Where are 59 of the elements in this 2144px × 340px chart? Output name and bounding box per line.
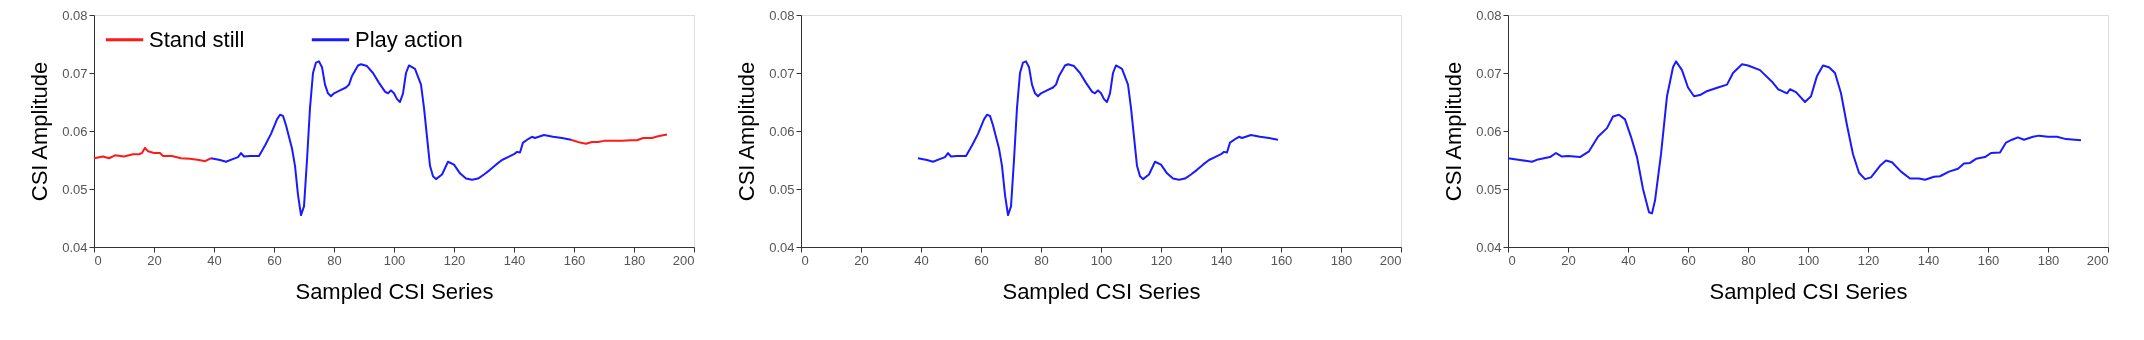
x-tick-label: 100 <box>1797 252 1820 268</box>
x-tick-label: 80 <box>1741 252 1756 268</box>
x-tick-label: 80 <box>1034 252 1049 268</box>
y-tick-label: 0.05 <box>1476 181 1502 197</box>
y-tick-label: 0.06 <box>1476 123 1502 139</box>
y-axis-title: CSI Amplitude <box>27 61 53 202</box>
x-tick-label: 200 <box>2086 252 2109 268</box>
x-tick-label: 180 <box>1330 252 1353 268</box>
x-tick-label: 180 <box>2037 252 2060 268</box>
x-tick-label: 20 <box>147 252 162 268</box>
x-tick-label: 40 <box>1621 252 1636 268</box>
x-tick-label: 0 <box>94 252 102 268</box>
x-tick-label: 40 <box>207 252 222 268</box>
y-tick-label: 0.04 <box>62 239 88 255</box>
y-axis-title: CSI Amplitude <box>734 61 760 202</box>
y-tick-label: 0.08 <box>769 7 795 23</box>
x-tick-label: 20 <box>854 252 869 268</box>
x-tick-label: 0 <box>801 252 809 268</box>
legend-label: Stand still <box>149 26 245 52</box>
y-tick-label: 0.05 <box>769 181 795 197</box>
x-tick-label: 140 <box>1210 252 1233 268</box>
x-tick-label: 160 <box>1270 252 1293 268</box>
x-tick-label: 140 <box>503 252 526 268</box>
x-tick-label: 180 <box>623 252 646 268</box>
x-axis-title: Sampled CSI Series <box>1002 278 1201 304</box>
line-series <box>210 60 572 217</box>
x-tick-label: 100 <box>383 252 406 268</box>
y-tick-label: 0.07 <box>769 65 795 81</box>
legend-label: Play action <box>355 26 463 52</box>
x-axis-title: Sampled CSI Series <box>1709 278 1908 304</box>
x-tick-label: 100 <box>1090 252 1113 268</box>
y-tick-label: 0.07 <box>62 65 88 81</box>
x-tick-label: 120 <box>1150 252 1173 268</box>
x-tick-label: 200 <box>672 252 695 268</box>
y-tick-label: 0.06 <box>62 123 88 139</box>
y-tick-label: 0.07 <box>1476 65 1502 81</box>
x-tick-label: 200 <box>1379 252 1402 268</box>
x-tick-label: 120 <box>443 252 466 268</box>
line-series <box>1507 60 2082 215</box>
y-tick-label: 0.05 <box>62 181 88 197</box>
y-tick-label: 0.04 <box>1476 239 1502 255</box>
x-axis-title: Sampled CSI Series <box>295 278 494 304</box>
y-tick-label: 0.08 <box>1476 7 1502 23</box>
x-tick-label: 160 <box>563 252 586 268</box>
x-tick-label: 60 <box>974 252 989 268</box>
x-tick-label: 80 <box>327 252 342 268</box>
x-tick-label: 120 <box>1857 252 1880 268</box>
y-tick-label: 0.08 <box>62 7 88 23</box>
x-tick-label: 60 <box>1681 252 1696 268</box>
x-tick-label: 60 <box>267 252 282 268</box>
x-tick-label: 140 <box>1917 252 1940 268</box>
y-tick-label: 0.06 <box>769 123 795 139</box>
y-axis-title: CSI Amplitude <box>1441 61 1467 202</box>
x-tick-label: 40 <box>914 252 929 268</box>
x-tick-label: 160 <box>1977 252 2000 268</box>
x-tick-label: 20 <box>1561 252 1576 268</box>
y-tick-label: 0.04 <box>769 239 795 255</box>
x-tick-label: 0 <box>1508 252 1516 268</box>
line-series <box>917 60 1279 217</box>
